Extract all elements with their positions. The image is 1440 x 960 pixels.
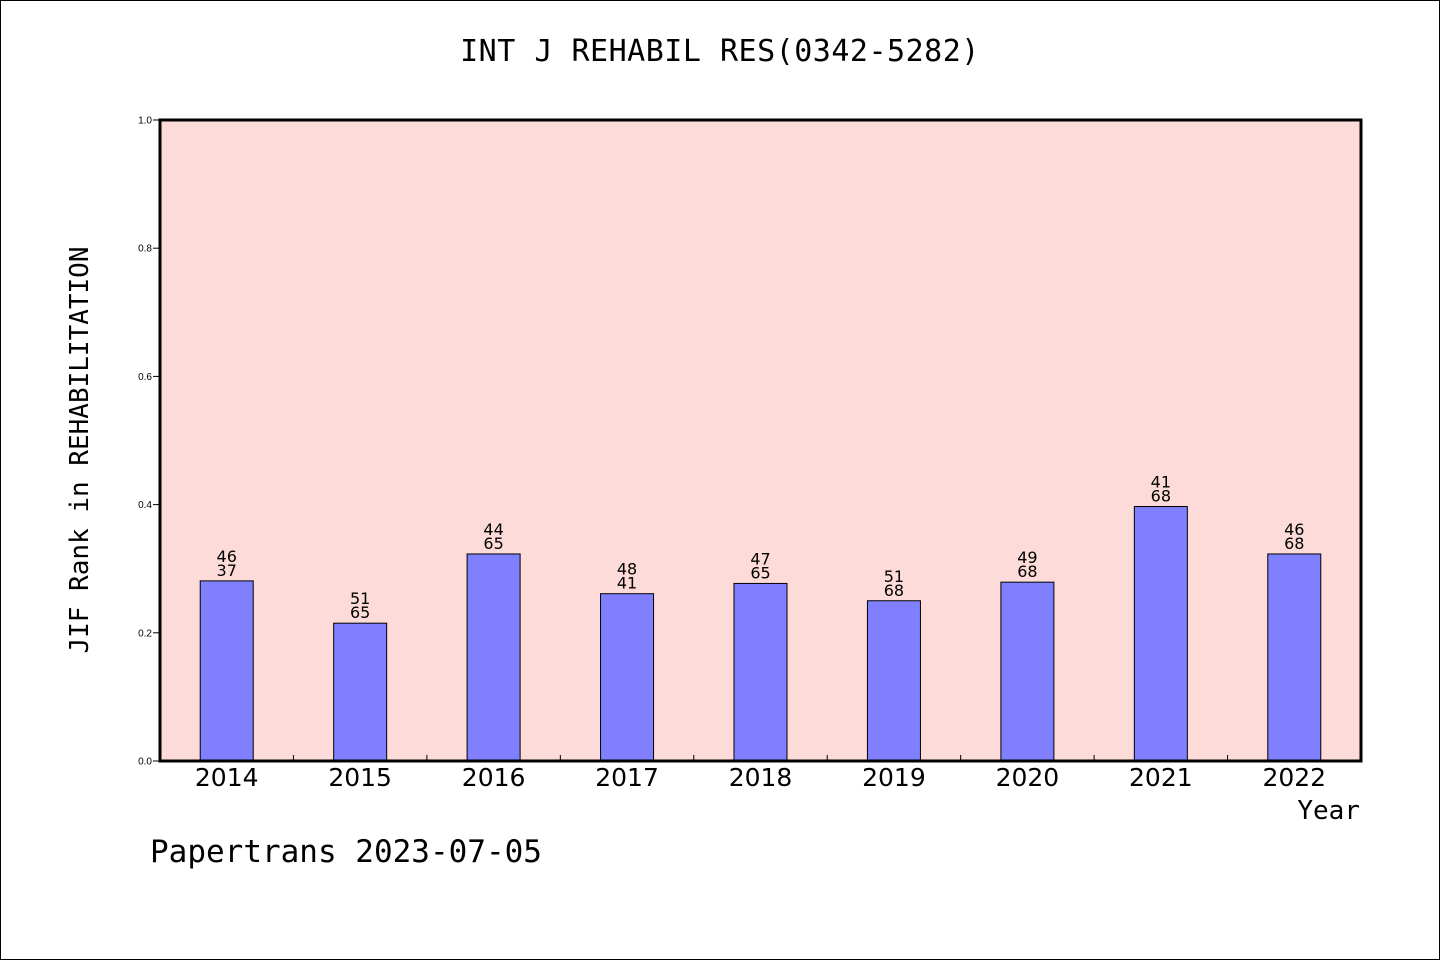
bar-label-rank: 49: [1017, 548, 1037, 567]
x-tick-label: 2015: [328, 763, 392, 792]
bar-label-rank: 51: [350, 589, 370, 608]
y-tick-label: 0.4: [138, 500, 152, 511]
x-tick-label: 2021: [1129, 763, 1193, 792]
bar-2022: [1267, 553, 1322, 762]
x-tick-label: 2016: [462, 763, 526, 792]
bar-label-total: 68: [1284, 534, 1304, 553]
y-tick-label: 0.8: [138, 244, 152, 255]
bar-label-rank: 47: [750, 549, 770, 568]
bar-2020: [1000, 581, 1055, 762]
bar-label-total: 65: [350, 603, 370, 622]
bar-label-total: 68: [1017, 562, 1037, 581]
bar-label-rank: 46: [217, 547, 237, 566]
y-tick-label: 1.0: [138, 116, 152, 127]
plot-border: [158, 118, 1363, 763]
bar-label-rank: 41: [1151, 473, 1171, 492]
bar-label-rank: 46: [1284, 520, 1304, 539]
x-tick-label: 2019: [862, 763, 926, 792]
bar-label-total: 68: [884, 581, 904, 600]
x-tick-label: 2017: [595, 763, 659, 792]
bar-2016: [466, 553, 521, 762]
bar-label-total: 65: [483, 534, 503, 553]
chart-title: INT J REHABIL RES(0342-5282): [460, 34, 980, 69]
bar-2018: [733, 582, 788, 762]
y-tick-label: 0.2: [138, 628, 152, 639]
x-tick-label: 2020: [996, 763, 1060, 792]
bar-2017: [600, 593, 655, 762]
bar-label-rank: 51: [884, 567, 904, 586]
x-tick-label: 2014: [195, 763, 259, 792]
x-tick-label: 2018: [729, 763, 793, 792]
footer-credit: Papertrans 2023-07-05: [150, 834, 542, 870]
bar-label-rank: 44: [483, 520, 503, 539]
y-tick-label: 0.6: [138, 372, 152, 383]
x-axis: 2014 2015 2016 2017 2018 2019 2020 2021 2022: [195, 755, 1326, 792]
x-tick-label: 2022: [1262, 763, 1326, 792]
bar-2014: [199, 580, 254, 762]
bar-2019: [866, 600, 921, 762]
bar-label-total: 68: [1151, 487, 1171, 506]
bar-2015: [333, 622, 388, 762]
bar-label-rank: 48: [617, 560, 637, 579]
y-axis: 0.0 0.2 0.4 0.6 0.8 1.0: [138, 116, 160, 768]
bar-2021: [1133, 506, 1188, 762]
x-axis-label: Year: [1297, 796, 1360, 826]
bar-label-total: 41: [617, 574, 637, 593]
bar-label-total: 37: [217, 561, 237, 580]
bar-label-total: 65: [750, 563, 770, 582]
y-tick-label: 0.0: [138, 757, 152, 768]
